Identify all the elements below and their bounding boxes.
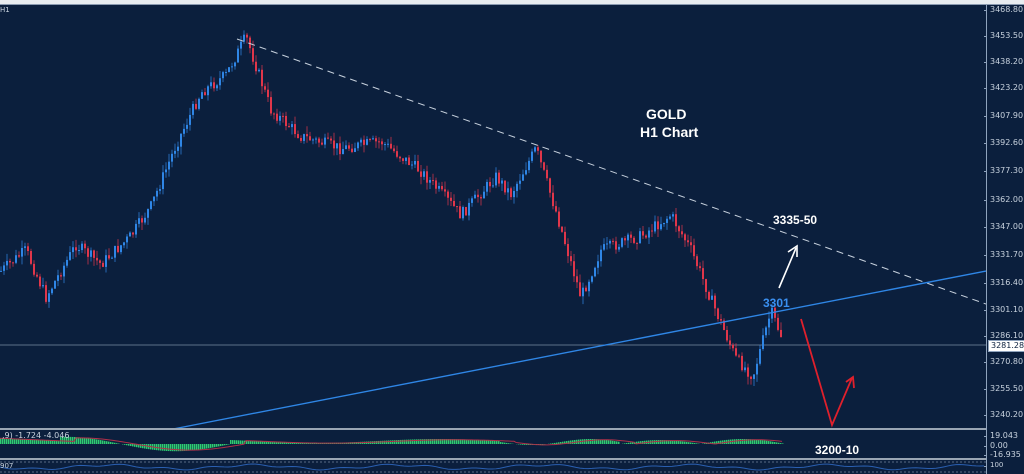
osc-axis-tick: 100 xyxy=(983,461,1003,469)
pivot-level-label: 3301 xyxy=(763,296,790,310)
resistance-trendline xyxy=(236,38,986,305)
pane-separator[interactable] xyxy=(0,458,986,460)
upside-target-label: 3335-50 xyxy=(773,213,818,227)
price-axis-tick: 3270.80 xyxy=(983,357,1023,366)
candlestick-chart xyxy=(0,30,986,431)
toolbar-strip xyxy=(0,0,1024,5)
price-axis-tick: 3255.50 xyxy=(983,384,1023,393)
up-arrow-icon xyxy=(778,247,797,289)
macd-axis-tick: 19.043 xyxy=(984,431,1018,440)
downside-target-label: 3200-10 xyxy=(815,443,860,457)
price-axis-tick: 3423.20 xyxy=(983,83,1023,92)
price-axis-tick: 3240.20 xyxy=(983,410,1023,419)
forecast-arrow-icon xyxy=(800,318,853,428)
macd-axis-tick: -16.935 xyxy=(984,450,1021,459)
oscillator-label: 907 xyxy=(0,462,14,470)
price-chart-area[interactable] xyxy=(0,5,986,428)
price-axis-tick: 3377.30 xyxy=(983,166,1023,175)
macd-label: ,9) -1.724 -4.046 xyxy=(2,431,70,440)
price-axis-tick: 3453.50 xyxy=(983,31,1023,40)
price-axis[interactable] xyxy=(986,5,1024,474)
price-axis-tick: 3301.10 xyxy=(983,305,1023,314)
current-price-tag: 3281.28 xyxy=(988,340,1024,352)
price-axis-tick: 3438.20 xyxy=(983,57,1023,66)
price-axis-tick: 3362.00 xyxy=(983,195,1023,204)
pane-separator[interactable] xyxy=(0,428,986,430)
price-axis-tick: 3468.80 xyxy=(983,5,1023,14)
support-trendline xyxy=(167,270,986,431)
macd-axis-tick: 0.00 xyxy=(984,441,1008,450)
chart-title-gold: GOLD xyxy=(646,106,687,122)
macd-histogram xyxy=(0,436,986,473)
chart-title-timeframe: H1 Chart xyxy=(640,124,699,140)
price-axis-tick: 3331.70 xyxy=(983,250,1023,259)
price-axis-tick: 3392.60 xyxy=(983,138,1023,147)
oscillator-pane xyxy=(0,460,986,474)
price-axis-tick: 3347.00 xyxy=(983,222,1023,231)
price-axis-tick: 3286.10 xyxy=(983,331,1023,340)
price-axis-tick: 3316.40 xyxy=(983,278,1023,287)
timeframe-label: H1 xyxy=(0,6,10,14)
price-axis-tick: 3407.90 xyxy=(983,111,1023,120)
